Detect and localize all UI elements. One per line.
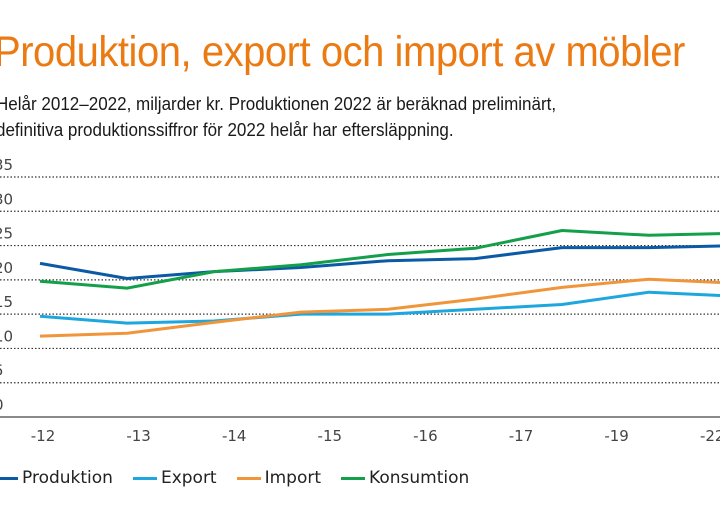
legend-swatch bbox=[132, 476, 157, 480]
legend-item-export: Export bbox=[132, 468, 217, 488]
y-tick-label: 35 bbox=[0, 156, 13, 174]
x-tick-label: -19 bbox=[604, 427, 629, 445]
legend: Produktion Export Import Konsumtion bbox=[0, 468, 489, 488]
series-line-konsumtion bbox=[39, 229, 720, 290]
x-tick-label: -14 bbox=[222, 427, 247, 445]
y-tick-label: 25 bbox=[0, 225, 13, 243]
chart-title: Produktion, export och import av möbler bbox=[0, 28, 685, 76]
legend-label: Import bbox=[264, 468, 322, 488]
legend-item-produktion: Produktion bbox=[0, 468, 113, 488]
y-tick-label: 15 bbox=[0, 293, 13, 311]
y-tick-label: 30 bbox=[0, 190, 13, 208]
legend-item-import: Import bbox=[236, 468, 322, 488]
series-line-produktion bbox=[39, 244, 720, 280]
legend-swatch bbox=[236, 476, 261, 480]
legend-label: Konsumtion bbox=[369, 468, 470, 488]
legend-swatch bbox=[0, 476, 18, 480]
legend-label: Export bbox=[160, 468, 217, 488]
chart-subtitle-line1: Helår 2012–2022, miljarder kr. Produktio… bbox=[0, 93, 557, 114]
x-tick-label: -12 bbox=[31, 427, 56, 445]
x-tick-label: -15 bbox=[318, 427, 343, 445]
legend-swatch bbox=[341, 476, 366, 480]
x-tick-label: -13 bbox=[126, 427, 151, 445]
x-tick-label: -17 bbox=[509, 427, 534, 445]
x-tick-label: -16 bbox=[413, 427, 438, 445]
series-line-export bbox=[39, 290, 720, 325]
chart-subtitle-line2: definitiva produktionssiffror för 2022 h… bbox=[0, 119, 454, 140]
y-tick-label: 5 bbox=[0, 362, 4, 380]
legend-item-konsumtion: Konsumtion bbox=[341, 468, 469, 488]
y-tick-label: 20 bbox=[0, 259, 13, 277]
y-tick-label: 10 bbox=[0, 327, 13, 345]
series-line-import bbox=[39, 277, 720, 338]
x-tick-label: -22 bbox=[700, 427, 720, 445]
legend-label: Produktion bbox=[22, 468, 113, 488]
y-tick-label: 0 bbox=[0, 396, 4, 414]
